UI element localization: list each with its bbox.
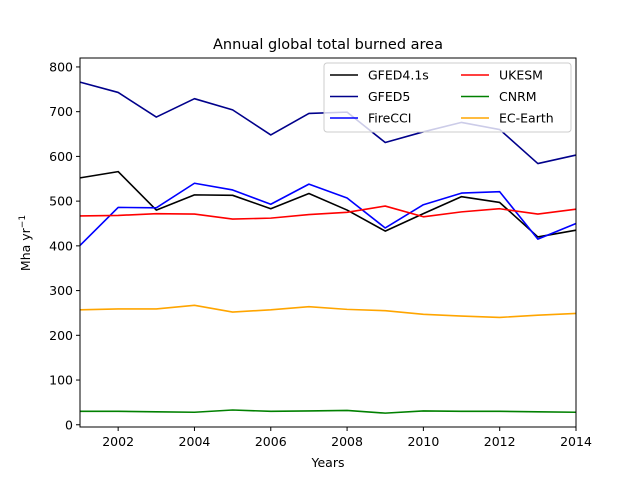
y-axis-label-text: Mha yr bbox=[18, 227, 33, 271]
y-axis-label-exponent: −1 bbox=[18, 215, 28, 228]
axes-frame bbox=[79, 57, 577, 428]
legend-box bbox=[323, 62, 572, 133]
y-tick-label-500: 500 bbox=[49, 194, 73, 209]
x-tick-label-2008: 2008 bbox=[331, 434, 363, 449]
x-tick-label-2004: 2004 bbox=[179, 434, 211, 449]
legend-label-5: CNRM bbox=[499, 89, 537, 104]
legend: GFED4.1s GFED5 FireCCI UKESM CNRM EC-Earth bbox=[323, 62, 572, 133]
x-tick-label-2010: 2010 bbox=[407, 434, 439, 449]
series-line-4 bbox=[79, 205, 577, 220]
x-tick-label-2002: 2002 bbox=[102, 434, 134, 449]
x-tick-label-2012: 2012 bbox=[484, 434, 516, 449]
y-tick-label-100: 100 bbox=[49, 373, 73, 388]
chart-title: Annual global total burned area bbox=[213, 37, 443, 53]
legend-label-1: GFED4.1s bbox=[368, 68, 429, 83]
x-tick-label-2014: 2014 bbox=[560, 434, 592, 449]
x-axis-label: Years bbox=[311, 455, 345, 470]
legend-label-4: UKESM bbox=[499, 68, 543, 83]
axes: 2002 2004 2006 2008 2010 2012 2014 0 100 200 300 40… bbox=[49, 57, 592, 449]
series-line-6 bbox=[79, 304, 577, 319]
y-tick-label-800: 800 bbox=[49, 59, 73, 74]
y-axis-label: Mha yr−1 bbox=[18, 215, 33, 271]
legend-label-6: EC-Earth bbox=[499, 111, 554, 126]
series-line-3 bbox=[79, 182, 577, 246]
y-tick-label-400: 400 bbox=[49, 238, 73, 253]
y-tick-label-700: 700 bbox=[49, 104, 73, 119]
y-tick-label-300: 300 bbox=[49, 283, 73, 298]
y-tick-label-200: 200 bbox=[49, 328, 73, 343]
y-tick-label-0: 0 bbox=[65, 417, 73, 432]
x-tick-label-2006: 2006 bbox=[255, 434, 287, 449]
legend-label-3: FireCCI bbox=[368, 111, 411, 126]
series-line-1 bbox=[79, 170, 577, 238]
legend-label-2: GFED5 bbox=[368, 89, 410, 104]
y-tick-label-600: 600 bbox=[49, 149, 73, 164]
series-line-5 bbox=[80, 409, 577, 414]
